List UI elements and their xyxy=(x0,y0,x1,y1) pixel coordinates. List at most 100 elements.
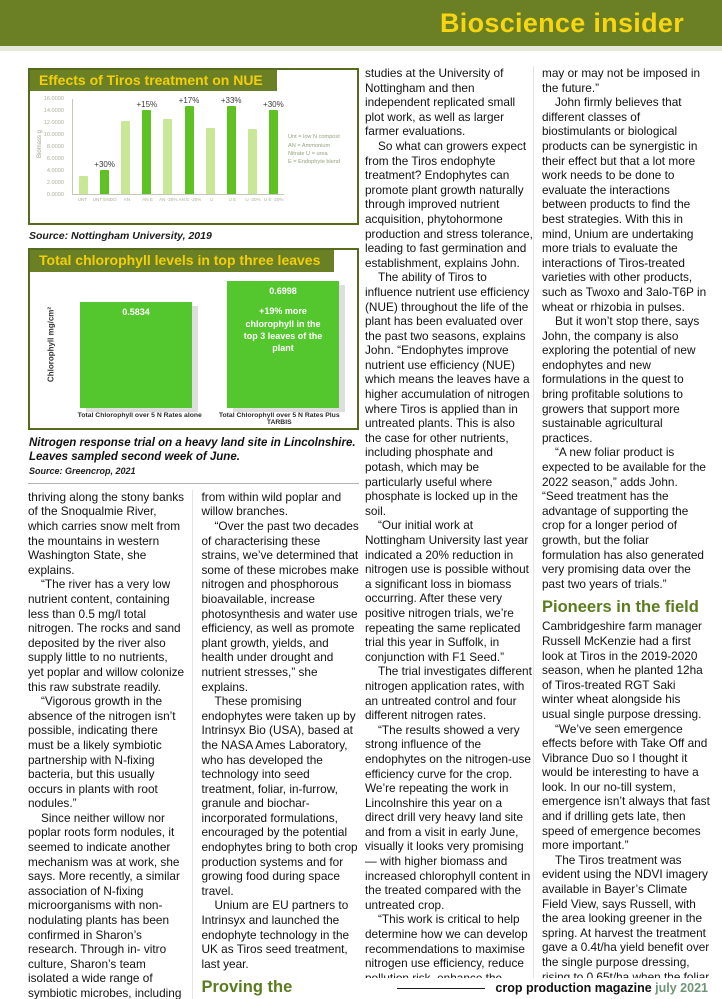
bar xyxy=(121,121,131,195)
x-category-label: Total Chlorophyll over 5 N Rates alone xyxy=(77,411,202,419)
masthead-strip xyxy=(0,46,722,51)
magazine-name: crop production magazine xyxy=(495,981,652,995)
article-paragraph: “Vigorous growth in the absence of the n… xyxy=(28,694,176,811)
page-footer: crop production magazine july 2021 xyxy=(365,981,708,995)
nue-chart-source: Source: Nottingham University, 2019 xyxy=(29,230,212,243)
bar-percent-label: +15% xyxy=(136,100,158,110)
article-column-4: may or may not be imposed in the future.… xyxy=(533,66,710,978)
article-paragraph: “This work is critical to help determine… xyxy=(365,912,528,978)
nue-bars: +30% +15% +17% +33% +30% xyxy=(72,96,284,196)
article-paragraph: These promising endophytes were taken up… xyxy=(201,694,358,898)
nue-chart-title: Effects of Tiros treatment on NUE xyxy=(30,70,277,92)
bar xyxy=(142,110,152,195)
bar xyxy=(184,106,194,195)
x-tick-label: AN E xyxy=(142,197,153,203)
x-tick-label: U -20% xyxy=(245,197,261,203)
bar-group xyxy=(242,129,263,195)
figure-caption: Nitrogen response trial on a heavy land … xyxy=(29,436,356,463)
chlorophyll-chart: Total chlorophyll levels in top three le… xyxy=(28,248,359,430)
x-category-label: Total Chlorophyll over 5 N Rates Plus TA… xyxy=(218,411,340,426)
article-paragraph: So what can growers expect from the Tiro… xyxy=(365,138,533,270)
y-tick-label: 8.0000 xyxy=(46,143,64,150)
bar-value-label: 0.6998 xyxy=(269,286,297,297)
bar-group xyxy=(200,127,221,195)
right-region: studies at the University of Nottingham … xyxy=(365,66,710,978)
y-tick-label: 0.0000 xyxy=(46,191,64,198)
bar: 0.6998 +19% more chlorophyll in the top 3… xyxy=(227,281,339,408)
left-text-columns: thriving along the stony banks of the Sn… xyxy=(28,489,359,999)
bar xyxy=(226,105,236,195)
x-tick-label: UNT xyxy=(77,197,88,203)
bar-group xyxy=(157,119,178,195)
x-tick-label: AN -20% xyxy=(159,197,178,203)
bar xyxy=(205,127,215,195)
section-heading: Pioneers in the field xyxy=(542,598,699,617)
nue-chart-plot-area: Biomass g 0.0000 2.0000 4.0000 6.0000 8.0000… xyxy=(32,93,355,221)
chlorophyll-x-axis-labels: Total Chlorophyll over 5 N Rates alone To… xyxy=(70,412,349,426)
y-tick-label: 2.0000 xyxy=(46,179,64,186)
y-tick-label: 14.0000 xyxy=(43,107,64,114)
x-tick-label: AN xyxy=(123,197,131,203)
article-paragraph: The ability of Tiros to influence nutrie… xyxy=(365,270,530,518)
legend-line: E = Endophyte blend xyxy=(288,158,341,165)
x-tick-label: U E xyxy=(228,197,237,203)
bar-group: +15% xyxy=(136,100,158,195)
article-paragraph: “Over the past two decades of characteri… xyxy=(201,519,359,694)
article-paragraph: may or may not be imposed in the future.… xyxy=(542,66,701,95)
article-column-3: studies at the University of Nottingham … xyxy=(365,66,533,978)
footer-rule xyxy=(397,987,486,989)
footer-text: crop production magazine july 2021 xyxy=(495,981,708,995)
article-paragraph: “The results showed a very strong influe… xyxy=(365,722,531,912)
y-tick-label: 12.0000 xyxy=(43,119,64,126)
bar-group: +17% xyxy=(178,96,200,195)
bar xyxy=(100,170,110,195)
bar-percent-label: +17% xyxy=(178,96,200,106)
legend-line: Unt = low N compost xyxy=(288,134,340,141)
legend-line: Nitrate U = urea xyxy=(288,150,328,157)
chlorophyll-chart-title: Total chlorophyll levels in top three le… xyxy=(30,250,335,272)
article-paragraph: from within wild poplar and willow branc… xyxy=(201,489,342,519)
y-tick-label: 4.0000 xyxy=(46,167,64,174)
article-paragraph: thriving along the stony banks of the Sn… xyxy=(28,489,185,577)
chlorophyll-bars: 0.5834 0.6998 +19% more chlorophyll in the… xyxy=(70,274,349,408)
x-tick-label: AN E -20% xyxy=(178,197,202,203)
bar-group: +30% xyxy=(263,100,284,195)
y-tick-label: 6.0000 xyxy=(46,155,64,162)
nue-chart: Effects of Tiros treatment on NUE Biomas… xyxy=(28,68,359,226)
article-paragraph: “Our initial work at Nottingham Universi… xyxy=(365,518,529,664)
bar-annotation: +19% more chlorophyll in the top 3 leave… xyxy=(243,306,323,353)
section-heading: Proving the concept xyxy=(201,978,293,999)
article-paragraph: But it won’t stop there, says John, the … xyxy=(542,314,700,445)
y-tick-label: 10.0000 xyxy=(43,131,64,138)
bar xyxy=(163,119,173,195)
article-paragraph: The trial investigates different nitroge… xyxy=(365,664,532,723)
chlorophyll-chart-source: Source: Greencrop, 2021 xyxy=(29,465,136,476)
article-paragraph: The Tiros treatment was evident using th… xyxy=(542,852,710,978)
article-paragraph: Since neither willow nor poplar roots fo… xyxy=(28,810,182,999)
x-tick-label: U E -20% xyxy=(263,197,284,203)
article-paragraph: Cambridgeshire farm manager Russell McKe… xyxy=(542,619,703,721)
bar xyxy=(247,129,257,195)
nue-legend: Unt = low N compost AN = Ammonium Nitrate … xyxy=(288,133,354,165)
article-column-1: thriving along the stony banks of the Sn… xyxy=(28,490,186,999)
bar-group xyxy=(73,175,94,195)
bar-group: +33% xyxy=(221,96,242,195)
divider xyxy=(28,482,359,484)
bar xyxy=(268,109,278,195)
article-paragraph: “A new foliar product is expected to be … xyxy=(542,445,706,591)
chlorophyll-y-axis-label: Chlorophyll mg/cm² xyxy=(46,306,56,382)
bar-group xyxy=(115,121,136,195)
bar-percent-label: +30% xyxy=(263,99,284,109)
nue-y-axis-ticks: 0.0000 2.0000 4.0000 6.0000 8.0000 10.0000 12.… xyxy=(36,95,66,197)
x-tick-label: U xyxy=(210,197,214,203)
y-tick-label: 16.0000 xyxy=(43,95,64,102)
issue-date: july 2021 xyxy=(655,981,708,995)
article-paragraph: “The river has a very low nutrient conte… xyxy=(28,577,185,694)
bar-group: +30% xyxy=(94,160,115,195)
bar-percent-label: +30% xyxy=(94,160,115,170)
chlorophyll-chart-plot-area: Chlorophyll mg/cm² 0.5834 0.6998 +19% more… xyxy=(34,274,353,426)
legend-line: AN = Ammonium xyxy=(288,142,331,149)
page-title: Bioscience insider xyxy=(440,7,684,38)
masthead-banner: Bioscience insider xyxy=(0,0,722,46)
article-paragraph: Unium are EU partners to Intrinsyx and l… xyxy=(201,898,350,971)
